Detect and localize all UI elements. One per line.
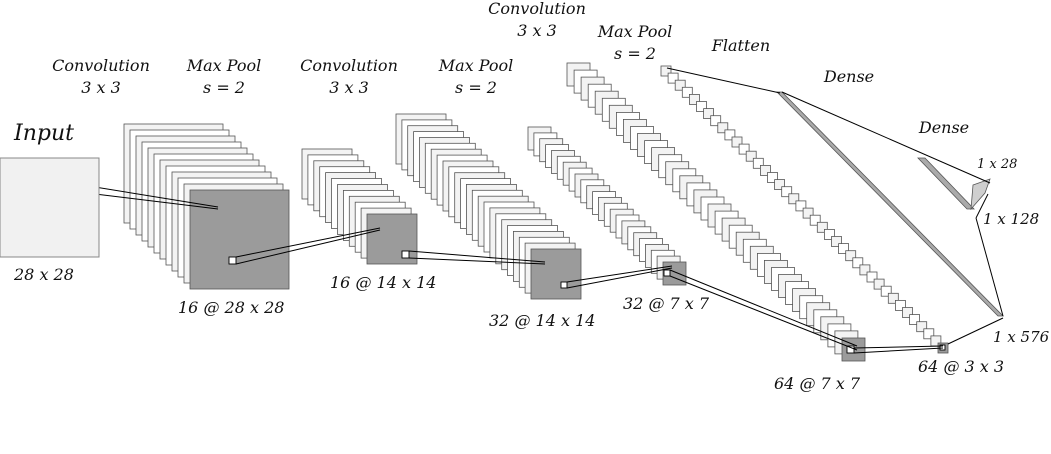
feature-map-sheet — [767, 172, 778, 183]
dense-2-shape: 1 x 28 — [977, 157, 1017, 172]
feature-map-sheet — [774, 179, 785, 191]
feature-map-sheet — [845, 250, 857, 262]
feature-map-sheet — [902, 307, 913, 318]
dense-2-op: Dense — [918, 118, 969, 137]
front-feature-map — [662, 261, 687, 286]
feature-map-sheet — [703, 108, 714, 119]
stage-1-feature-maps — [123, 123, 290, 290]
feature-map-sheet — [667, 72, 679, 84]
stage-6-shape: 64 @ 3 x 3 — [918, 357, 1004, 376]
feature-map-sheet — [824, 228, 835, 240]
dense-28-vector — [917, 157, 975, 210]
dense-right-line — [975, 193, 989, 219]
stage-6-param: s = 2 — [614, 44, 656, 63]
feature-map-sheet — [717, 122, 729, 134]
feature-map-sheet — [710, 115, 722, 127]
feature-map-sheet — [674, 79, 686, 91]
stage-5-shape: 64 @ 7 x 7 — [774, 374, 861, 393]
feature-map-sheet — [660, 65, 672, 77]
feature-map-sheet — [809, 214, 821, 226]
stage-5-to-stage-6-projection — [853, 345, 944, 354]
stage-5-feature-maps — [566, 62, 866, 362]
stage-1-param: 3 x 3 — [81, 78, 121, 97]
feature-map-sheet — [802, 207, 814, 219]
stage-4-feature-maps — [527, 126, 687, 286]
stage-1-to-stage-2-projection — [235, 227, 381, 265]
layer-stacks — [123, 62, 949, 362]
stage-6-op: Max Pool — [597, 22, 673, 41]
stage-5-param: 3 x 3 — [517, 21, 557, 40]
stage-3-feature-maps — [395, 113, 582, 300]
dense-1-shape: 1 x 128 — [983, 210, 1039, 228]
feature-map-sheet — [866, 271, 878, 283]
stage-4-op: Max Pool — [438, 56, 514, 75]
stage-1-kernel — [228, 256, 237, 265]
stage-4-to-stage-5-projection — [669, 269, 858, 351]
feature-map-sheet — [923, 328, 935, 340]
stage-3-op: Convolution — [300, 56, 398, 75]
stage-2-param: s = 2 — [203, 78, 245, 97]
stage-5-op: Convolution — [488, 0, 586, 18]
feature-map-sheet — [738, 143, 750, 155]
stage-3-to-stage-4-projection — [566, 265, 673, 289]
stage-2-kernel — [401, 250, 410, 259]
flatten-shape: 1 x 576 — [993, 328, 1050, 346]
feature-map-sheet — [795, 200, 807, 212]
stage-5-kernel — [846, 345, 855, 354]
stage-1-op: Convolution — [52, 56, 150, 75]
feature-map-sheet — [816, 221, 828, 233]
stage-4-param: s = 2 — [455, 78, 497, 97]
feature-map-sheet — [760, 164, 771, 176]
dense-28-cap — [970, 178, 991, 211]
stage-6-feature-maps — [660, 65, 949, 354]
stage-2-shape: 16 @ 14 x 14 — [330, 273, 436, 292]
dense-1-op: Dense — [823, 67, 874, 86]
stage-3-kernel — [560, 281, 568, 289]
flatten-top-line — [666, 67, 781, 94]
feature-map-sheet — [731, 136, 743, 148]
feature-map-sheet — [752, 157, 764, 169]
front-feature-map — [366, 213, 418, 265]
feature-map-sheet — [916, 321, 928, 333]
input-title: Input — [13, 121, 74, 146]
input-image — [0, 157, 100, 258]
dense-bottom-line — [975, 217, 1004, 317]
flatten-bottom-line — [947, 317, 1004, 345]
front-feature-map — [189, 189, 290, 290]
feature-map-sheet — [724, 129, 736, 141]
stage-2-feature-maps — [301, 148, 418, 265]
feature-map-sheet — [681, 86, 693, 98]
feature-map-sheet — [887, 292, 899, 304]
front-feature-map — [530, 248, 582, 300]
stage-2-to-stage-3-projection — [408, 250, 546, 265]
stage-1-shape: 16 @ 28 x 28 — [178, 298, 284, 317]
stage-2-op: Max Pool — [186, 56, 262, 75]
dense-top-line — [781, 91, 991, 184]
stage-6-kernel — [939, 344, 946, 351]
feature-map-sheet — [689, 94, 700, 105]
feature-map-sheet — [852, 257, 864, 269]
input-dims: 28 x 28 — [13, 265, 74, 284]
feature-map-sheet — [781, 186, 793, 198]
stage-4-shape: 32 @ 7 x 7 — [623, 294, 710, 313]
feature-map-sheet — [696, 101, 707, 112]
stage-3-param: 3 x 3 — [329, 78, 369, 97]
feature-map-sheet — [831, 236, 842, 247]
feature-map-sheet — [745, 150, 757, 162]
stage-4-kernel — [663, 269, 671, 277]
feature-map-sheet — [880, 285, 892, 297]
stage-3-shape: 32 @ 14 x 14 — [489, 311, 595, 330]
feature-map-sheet — [859, 264, 871, 276]
feature-map-sheet — [838, 243, 849, 255]
feature-map-sheet — [895, 299, 906, 311]
feature-map-sheet — [873, 278, 885, 290]
feature-map-sheet — [909, 314, 920, 326]
flatten-op: Flatten — [711, 36, 770, 55]
feature-map-sheet — [788, 193, 800, 205]
